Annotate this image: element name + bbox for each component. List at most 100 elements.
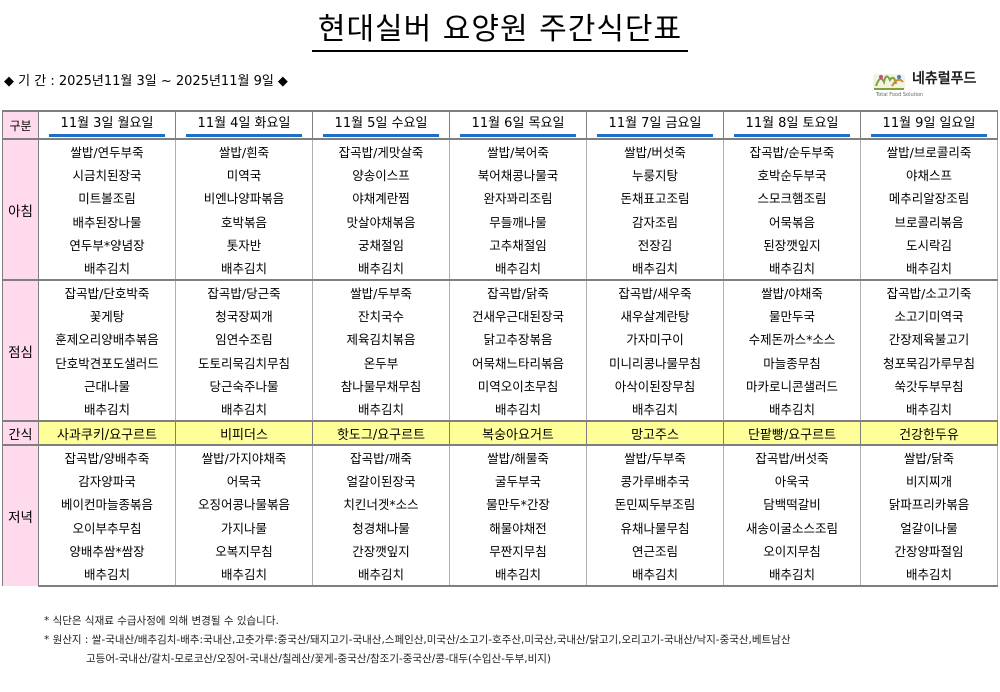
- menu-cell: 된장깻잎지: [723, 233, 861, 257]
- day-header-text: 11월 3일 월요일: [49, 114, 165, 137]
- menu-cell: 근대나물: [38, 374, 176, 398]
- menu-cell: 배추김치: [860, 256, 998, 281]
- period-text: ◆ 기 간 : 2025년11월 3일 ~ 2025년11월 9일 ◆: [4, 74, 288, 89]
- menu-cell: 배추김치: [175, 397, 313, 422]
- menu-cell: 잡곡밥/단호박죽: [38, 279, 176, 304]
- menu-cell: 배추김치: [38, 562, 176, 587]
- table-row: 단호박견포도샐러드 도토리묵김치무침 온두부 어묵채느타리볶음 미니리콩나물무침 마늘종무…: [3, 350, 998, 374]
- day-header-text: 11월 7일 금요일: [597, 114, 713, 137]
- menu-cell: 배추김치: [723, 562, 861, 587]
- weekly-menu-table: 구분 11월 3일 월요일 11월 4일 화요일 11월 5일 수요일 11월 …: [2, 110, 998, 587]
- menu-cell: 양송이스프: [312, 162, 450, 186]
- menu-cell: 배추김치: [175, 256, 313, 281]
- menu-cell: 아삭이된장무침: [586, 374, 724, 398]
- menu-cell: 배추김치: [449, 397, 587, 422]
- menu-cell: 미역오이초무침: [449, 374, 587, 398]
- menu-cell: 담백떡갈비: [723, 492, 861, 516]
- menu-cell: 제육김치볶음: [312, 327, 450, 351]
- menu-cell: 닭파프리카볶음: [860, 492, 998, 516]
- menu-cell: 배추김치: [586, 256, 724, 281]
- menu-cell: 배추김치: [175, 562, 313, 587]
- menu-cell: 쌀밥/두부죽: [312, 279, 450, 304]
- menu-cell: 비엔나양파볶음: [175, 186, 313, 210]
- day-header-text: 11월 6일 목요일: [460, 114, 576, 137]
- menu-cell: 쑥갓두부무침: [860, 374, 998, 398]
- menu-cell: 감자양파국: [38, 468, 176, 492]
- menu-cell: 양배추쌈*쌈장: [38, 539, 176, 563]
- menu-cell: 브로콜리볶음: [860, 209, 998, 233]
- day-header: 11월 3일 월요일: [38, 110, 176, 140]
- menu-cell: 잡곡밥/버섯죽: [723, 444, 861, 469]
- menu-cell: 오이부추무침: [38, 515, 176, 539]
- menu-cell: 연두부*양념장: [38, 233, 176, 257]
- notes: * 식단은 식재료 수급사정에 의해 변경될 수 있습니다. * 원산지 : 쌀…: [44, 612, 791, 669]
- header-label-cell: 구분: [2, 110, 39, 140]
- menu-cell: 미역국: [175, 162, 313, 186]
- meal-label-breakfast: 아침: [2, 138, 39, 280]
- menu-cell: 배추김치: [38, 397, 176, 422]
- menu-cell: 간장깻잎지: [312, 539, 450, 563]
- day-header-text: 11월 8일 토요일: [734, 114, 850, 137]
- menu-cell: 쌀밥/흰죽: [175, 138, 313, 163]
- menu-cell: 배추김치: [38, 256, 176, 281]
- menu-cell: 청포묵김가루무침: [860, 350, 998, 374]
- menu-cell: 새우살계란탕: [586, 303, 724, 327]
- meal-label-snack: 간식: [2, 420, 39, 446]
- menu-cell: 연근조림: [586, 539, 724, 563]
- menu-cell: 배추김치: [449, 562, 587, 587]
- menu-cell: 메추리알장조림: [860, 186, 998, 210]
- menu-cell: 어묵국: [175, 468, 313, 492]
- day-header-text: 11월 4일 화요일: [186, 114, 302, 137]
- snack-cell: 망고주스: [586, 420, 724, 446]
- menu-cell: 호박순두부국: [723, 162, 861, 186]
- menu-cell: 궁채절임: [312, 233, 450, 257]
- menu-cell: 쌀밥/야채죽: [723, 279, 861, 304]
- day-header: 11월 8일 토요일: [723, 110, 861, 140]
- table-row: 배추김치 배추김치 배추김치 배추김치 배추김치 배추김치 배추김치: [3, 562, 998, 587]
- menu-cell: 오이지무침: [723, 539, 861, 563]
- company-logo: 네츄럴푸드 Total Food Solution: [872, 68, 996, 100]
- menu-cell: 꽃게탕: [38, 303, 176, 327]
- menu-cell: 닭고추장볶음: [449, 327, 587, 351]
- table-row: 양배추쌈*쌈장 오복지무침 간장깻잎지 무짠지무침 연근조림 오이지무침 간장양파절임: [3, 539, 998, 563]
- day-header-text: 11월 5일 수요일: [323, 114, 439, 137]
- table-row: 연두부*양념장 톳자반 궁채절임 고추채절임 전장김 된장깻잎지 도시락김: [3, 233, 998, 257]
- menu-cell: 스모크햄조림: [723, 186, 861, 210]
- menu-cell: 시금치된장국: [38, 162, 176, 186]
- table-row: 배추된장나물 호박볶음 맛살야채볶음 무들깨나물 감자조림 어묵볶음 브로콜리볶음: [3, 209, 998, 233]
- note-origin-cont: 고등어-국내산/갈치-모로코산/오징어-국내산/칠레산/꽃게-중국산/참조기-중…: [86, 653, 551, 665]
- meal-label-lunch: 점심: [2, 279, 39, 421]
- menu-cell: 간장양파절임: [860, 539, 998, 563]
- snack-row: 간식 사과쿠키/요구르트 비피더스 핫도그/요구르트 복숭아요거트 망고주스 단팥빵/요구르…: [2, 420, 998, 446]
- snack-cell: 단팥빵/요구르트: [723, 420, 861, 446]
- menu-cell: 아욱국: [723, 468, 861, 492]
- menu-cell: 잡곡밥/깨죽: [312, 444, 450, 469]
- menu-cell: 임연수조림: [175, 327, 313, 351]
- menu-cell: 고추채절임: [449, 233, 587, 257]
- menu-cell: 유채나물무침: [586, 515, 724, 539]
- snack-cell: 건강한두유: [860, 420, 998, 446]
- table-row: 저녁 잡곡밥/양배추죽 쌀밥/가지야채죽 잡곡밥/깨죽 쌀밥/해물죽 쌀밥/두부죽 잡곡밥/…: [2, 444, 998, 586]
- snack-cell: 사과쿠키/요구르트: [38, 420, 176, 446]
- menu-cell: 배추김치: [586, 397, 724, 422]
- menu-cell: 잡곡밥/게맛살죽: [312, 138, 450, 163]
- menu-cell: 배추김치: [586, 562, 724, 587]
- menu-cell: 미니리콩나물무침: [586, 350, 724, 374]
- menu-cell: 마카로니콘샐러드: [723, 374, 861, 398]
- menu-cell: 당근숙주나물: [175, 374, 313, 398]
- menu-cell: 어묵채느타리볶음: [449, 350, 587, 374]
- snack-cell: 핫도그/요구르트: [312, 420, 450, 446]
- menu-cell: 훈제오리양배추볶음: [38, 327, 176, 351]
- snack-cell: 비피더스: [175, 420, 313, 446]
- menu-cell: 북어채콩나물국: [449, 162, 587, 186]
- menu-cell: 무짠지무침: [449, 539, 587, 563]
- meal-label-dinner: 저녁: [2, 444, 39, 586]
- menu-cell: 베이컨마늘종볶음: [38, 492, 176, 516]
- menu-cell: 완자꽈리조림: [449, 186, 587, 210]
- menu-cell: 배추김치: [723, 256, 861, 281]
- menu-cell: 건새우근대된장국: [449, 303, 587, 327]
- menu-cell: 가자미구이: [586, 327, 724, 351]
- menu-cell: 톳자반: [175, 233, 313, 257]
- menu-cell: 잡곡밥/소고기죽: [860, 279, 998, 304]
- menu-cell: 비지찌개: [860, 468, 998, 492]
